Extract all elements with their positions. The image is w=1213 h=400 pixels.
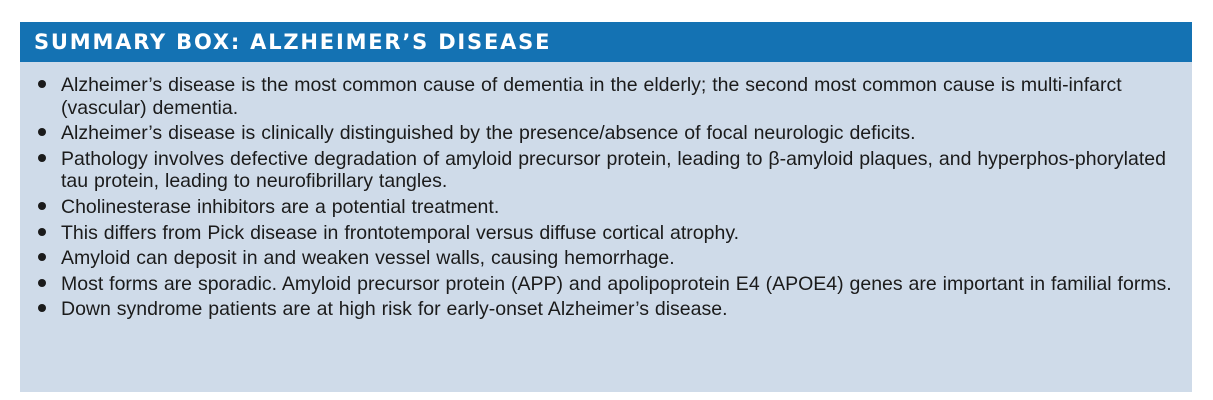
bullet-dot-icon bbox=[38, 253, 46, 262]
bullet-item: Most forms are sporadic. Amyloid precurs… bbox=[36, 273, 1172, 296]
bullet-dot-icon bbox=[38, 278, 46, 287]
summary-box: SUMMARY BOX: ALZHEIMER’S DISEASE Alzheim… bbox=[20, 22, 1192, 392]
bullet-text: Amyloid can deposit in and weaken vessel… bbox=[61, 247, 675, 270]
bullet-dot-icon bbox=[38, 80, 46, 88]
bullet-dot-icon bbox=[38, 227, 46, 236]
summary-box-title: SUMMARY BOX: ALZHEIMER’S DISEASE bbox=[34, 30, 552, 54]
bullet-text: Alzheimer’s disease is the most common c… bbox=[61, 74, 1122, 119]
bullet-item: Alzheimer’s disease is clinically distin… bbox=[36, 122, 1172, 145]
bullet-text: Down syndrome patients are at high risk … bbox=[61, 298, 728, 321]
bullet-text: Most forms are sporadic. Amyloid precurs… bbox=[61, 272, 1172, 295]
bullet-text: Pathology involves defective degradation… bbox=[61, 147, 1166, 193]
bullet-dot-icon bbox=[38, 201, 46, 210]
bullet-item: Alzheimer’s disease is the most common c… bbox=[36, 74, 1172, 119]
bullet-text: This differs from Pick disease in fronto… bbox=[61, 221, 740, 244]
bullet-dot-icon bbox=[38, 304, 46, 313]
bullet-item: Pathology involves defective degradation… bbox=[36, 148, 1172, 193]
bullet-list: Alzheimer’s disease is the most common c… bbox=[20, 62, 1192, 321]
bullet-item: Amyloid can deposit in and weaken vessel… bbox=[36, 247, 1172, 270]
summary-box-header: SUMMARY BOX: ALZHEIMER’S DISEASE bbox=[20, 22, 1192, 62]
bullet-dot-icon bbox=[38, 128, 46, 137]
bullet-item: This differs from Pick disease in fronto… bbox=[36, 222, 1172, 245]
bullet-text: Alzheimer’s disease is clinically distin… bbox=[61, 122, 916, 145]
bullet-dot-icon bbox=[38, 153, 46, 162]
bullet-item: Down syndrome patients are at high risk … bbox=[36, 298, 1172, 321]
bullet-item: Cholinesterase inhibitors are a potentia… bbox=[36, 196, 1172, 219]
bullet-text: Cholinesterase inhibitors are a potentia… bbox=[61, 195, 500, 218]
